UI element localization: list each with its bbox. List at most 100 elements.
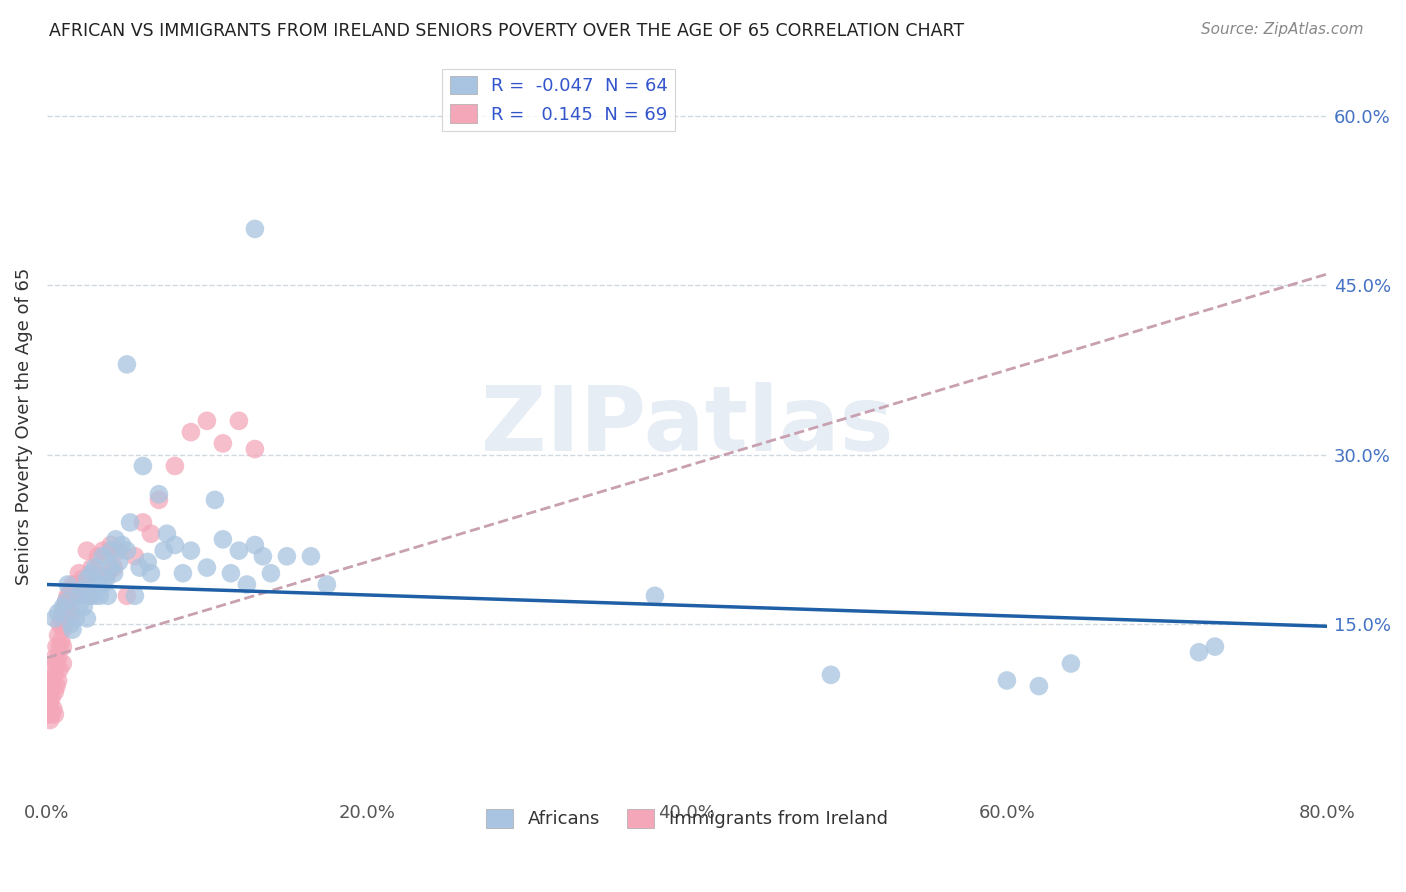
- Africans: [995, 673, 1018, 688]
- Africans: [195, 560, 218, 574]
- Africans: [120, 516, 142, 530]
- Africans: [91, 549, 114, 564]
- Africans: [94, 572, 117, 586]
- Immigrants from Ireland: [56, 589, 79, 603]
- Immigrants from Ireland: [46, 673, 69, 688]
- Immigrants from Ireland: [148, 492, 170, 507]
- Immigrants from Ireland: [46, 651, 69, 665]
- Immigrants from Ireland: [44, 685, 66, 699]
- Immigrants from Ireland: [115, 589, 138, 603]
- Immigrants from Ireland: [52, 640, 75, 654]
- Immigrants from Ireland: [42, 662, 65, 676]
- Africans: [124, 589, 146, 603]
- Immigrants from Ireland: [53, 600, 76, 615]
- Immigrants from Ireland: [69, 589, 91, 603]
- Africans: [644, 589, 666, 603]
- Immigrants from Ireland: [41, 690, 63, 705]
- Africans: [97, 589, 120, 603]
- Africans: [1204, 640, 1226, 654]
- Immigrants from Ireland: [45, 679, 67, 693]
- Immigrants from Ireland: [163, 458, 186, 473]
- Africans: [80, 566, 103, 581]
- Africans: [1060, 657, 1083, 671]
- Africans: [139, 566, 162, 581]
- Immigrants from Ireland: [52, 623, 75, 637]
- Africans: [228, 543, 250, 558]
- Immigrants from Ireland: [108, 543, 131, 558]
- Immigrants from Ireland: [53, 617, 76, 632]
- Immigrants from Ireland: [243, 442, 266, 456]
- Immigrants from Ireland: [62, 577, 84, 591]
- Immigrants from Ireland: [76, 543, 98, 558]
- Legend: Africans, Immigrants from Ireland: Africans, Immigrants from Ireland: [479, 802, 894, 836]
- Immigrants from Ireland: [65, 583, 87, 598]
- Immigrants from Ireland: [212, 436, 235, 450]
- Africans: [67, 600, 90, 615]
- Immigrants from Ireland: [37, 690, 59, 705]
- Immigrants from Ireland: [46, 628, 69, 642]
- Africans: [260, 566, 283, 581]
- Africans: [152, 543, 174, 558]
- Immigrants from Ireland: [41, 707, 63, 722]
- Africans: [100, 543, 122, 558]
- Immigrants from Ireland: [42, 701, 65, 715]
- Immigrants from Ireland: [39, 679, 62, 693]
- Africans: [132, 458, 155, 473]
- Africans: [65, 611, 87, 625]
- Immigrants from Ireland: [48, 662, 70, 676]
- Immigrants from Ireland: [97, 566, 120, 581]
- Immigrants from Ireland: [67, 566, 90, 581]
- Immigrants from Ireland: [100, 538, 122, 552]
- Immigrants from Ireland: [44, 707, 66, 722]
- Immigrants from Ireland: [79, 589, 101, 603]
- Africans: [115, 543, 138, 558]
- Africans: [204, 492, 226, 507]
- Immigrants from Ireland: [45, 657, 67, 671]
- Immigrants from Ireland: [52, 606, 75, 620]
- Immigrants from Ireland: [37, 707, 59, 722]
- Immigrants from Ireland: [195, 414, 218, 428]
- Africans: [83, 589, 105, 603]
- Africans: [108, 555, 131, 569]
- Africans: [1028, 679, 1050, 693]
- Immigrants from Ireland: [48, 617, 70, 632]
- Immigrants from Ireland: [59, 606, 82, 620]
- Africans: [76, 611, 98, 625]
- Text: Source: ZipAtlas.com: Source: ZipAtlas.com: [1201, 22, 1364, 37]
- Africans: [128, 560, 150, 574]
- Africans: [172, 566, 194, 581]
- Africans: [243, 538, 266, 552]
- Africans: [52, 600, 75, 615]
- Immigrants from Ireland: [58, 600, 80, 615]
- Africans: [76, 572, 98, 586]
- Immigrants from Ireland: [139, 526, 162, 541]
- Africans: [148, 487, 170, 501]
- Immigrants from Ireland: [51, 634, 73, 648]
- Immigrants from Ireland: [39, 713, 62, 727]
- Immigrants from Ireland: [55, 594, 77, 608]
- Africans: [299, 549, 322, 564]
- Immigrants from Ireland: [80, 560, 103, 574]
- Immigrants from Ireland: [55, 611, 77, 625]
- Africans: [67, 589, 90, 603]
- Text: ZIPatlas: ZIPatlas: [481, 383, 893, 470]
- Immigrants from Ireland: [103, 560, 125, 574]
- Africans: [136, 555, 159, 569]
- Africans: [46, 606, 69, 620]
- Immigrants from Ireland: [41, 673, 63, 688]
- Africans: [87, 577, 110, 591]
- Immigrants from Ireland: [73, 577, 96, 591]
- Immigrants from Ireland: [132, 516, 155, 530]
- Africans: [316, 577, 339, 591]
- Immigrants from Ireland: [52, 657, 75, 671]
- Africans: [62, 623, 84, 637]
- Africans: [180, 543, 202, 558]
- Africans: [59, 617, 82, 632]
- Africans: [55, 594, 77, 608]
- Africans: [79, 589, 101, 603]
- Immigrants from Ireland: [44, 668, 66, 682]
- Immigrants from Ireland: [87, 549, 110, 564]
- Immigrants from Ireland: [66, 577, 89, 591]
- Immigrants from Ireland: [42, 679, 65, 693]
- Immigrants from Ireland: [45, 640, 67, 654]
